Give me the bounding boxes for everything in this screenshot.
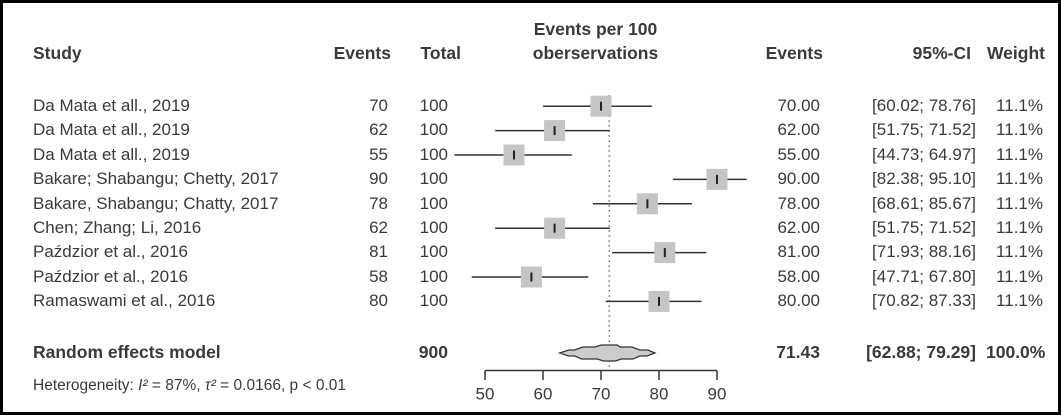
total-value: 100 [419,144,448,164]
weight-value: 11.1% [996,120,1043,140]
weight-value: 11.1% [996,218,1043,237]
events-value: 58 [369,266,388,286]
study-name: Da Mata et all., 2019 [33,144,190,164]
weight-value: 11.1% [996,291,1043,311]
study-row: Da Mata et all., 2019 55 100 55.00 [44.73; 6… [3,143,1058,167]
total-value: 100 [419,193,448,213]
column-header-events-left: Events [333,43,391,63]
total-value: 100 [419,169,448,189]
x-axis-tick-label: 60 [534,385,553,404]
ci-value: [44.73; 64.97] [872,144,976,164]
study-name: Da Mata et all., 2019 [33,96,190,115]
study-name: Chen; Zhang; Li, 2016 [33,218,202,237]
summary-total: 900 [418,342,448,362]
study-row: Paździor et al., 2016 81 100 81.00 [71.93; 8… [3,240,1058,264]
total-value: 100 [419,242,448,262]
heterogeneity-note: Heterogeneity: I² = 87%, τ² = 0.0166, p … [33,375,346,397]
ci-value: [51.75; 71.52] [872,218,976,237]
study-row: Ramaswami et al., 2016 80 100 80.00 [70.82; … [3,289,1058,313]
estimate-value: 62.00 [777,218,820,237]
heterogeneity-label: Heterogeneity: [33,377,139,394]
summary-estimate: 71.43 [776,342,820,362]
weight-value: 11.1% [996,266,1043,286]
study-row: Da Mata et all., 2019 62 100 62.00 [51.75; 7… [3,118,1058,142]
column-header-total: Total [420,43,461,63]
total-value: 100 [419,291,448,311]
summary-label: Random effects model [33,342,221,362]
study-name: Bakare, Shabangu; Chatty, 2017 [33,193,279,213]
summary-row: Random effects model 900 71.43 [62.88; 7… [3,340,1058,365]
estimate-value: 58.00 [777,266,820,286]
plot-title: Events per 100 oberservations [483,17,708,65]
heterogeneity-tail: = 0.0166, p < 0.01 [215,377,347,394]
estimate-value: 62.00 [777,120,820,140]
ci-value: [82.38; 95.10] [872,169,976,189]
heterogeneity-mid: = 87%, [147,377,205,394]
weight-value: 11.1% [996,169,1043,189]
ci-value: [47.71; 67.80] [872,266,976,286]
events-value: 70 [369,96,388,115]
study-name: Paździor et al., 2016 [33,266,188,286]
ci-value: [60.02; 78.76] [872,96,976,115]
total-value: 100 [419,266,448,286]
total-value: 100 [419,96,448,115]
x-axis-tick-label: 90 [708,385,727,404]
x-axis-tick-label: 70 [592,385,611,404]
ci-value: [51.75; 71.52] [872,120,976,140]
ci-value: [70.82; 87.33] [872,291,976,311]
estimate-value: 81.00 [777,242,820,262]
study-row: Chen; Zhang; Li, 2016 62 100 62.00 [51.75; 7… [3,216,1058,240]
events-value: 81 [369,242,388,262]
events-value: 78 [369,193,388,213]
column-header-events-right: Events [765,43,823,63]
study-row: Bakare; Shabangu; Chetty, 2017 90 100 90.00… [3,167,1058,191]
study-name: Paździor et al., 2016 [33,242,188,262]
estimate-value: 78.00 [777,193,820,213]
plot-title-line1: Events per 100 [533,19,658,39]
summary-ci: [62.88; 79.29] [866,342,976,362]
events-value: 62 [369,218,388,237]
plot-title-line2: oberservations [532,43,659,63]
estimate-value: 80.00 [777,291,820,311]
study-row: Paździor et al., 2016 58 100 58.00 [47.71; 6… [3,265,1058,289]
study-row: Bakare, Shabangu; Chatty, 2017 78 100 78.00… [3,192,1058,216]
column-header-ci: 95%-CI [912,43,971,63]
weight-value: 11.1% [996,144,1043,164]
column-header-study: Study [33,43,82,63]
study-row: Da Mata et all., 2019 70 100 70.00 [60.02; 7… [3,94,1058,118]
total-value: 100 [419,218,448,237]
weight-value: 11.1% [996,242,1043,262]
weight-value: 11.1% [996,193,1043,213]
study-name: Ramaswami et al., 2016 [33,291,216,311]
events-value: 90 [369,169,388,189]
summary-weight: 100.0% [986,342,1046,362]
heterogeneity-i2: I² [138,377,148,394]
events-value: 55 [369,144,388,164]
events-value: 80 [369,291,388,311]
estimate-value: 90.00 [777,169,820,189]
weight-value: 11.1% [996,96,1043,115]
x-axis-tick-label: 80 [650,385,669,404]
estimate-value: 55.00 [777,144,820,164]
ci-value: [71.93; 88.16] [872,242,976,262]
ci-value: [68.61; 85.67] [872,193,976,213]
estimate-value: 70.00 [777,96,820,115]
study-name: Da Mata et all., 2019 [33,120,190,140]
x-axis-tick-label: 50 [476,385,495,404]
study-name: Bakare; Shabangu; Chetty, 2017 [33,169,279,189]
events-value: 62 [369,120,388,140]
total-value: 100 [419,120,448,140]
heterogeneity-tau2: τ² [204,377,216,394]
column-header-weight: Weight [986,43,1045,63]
